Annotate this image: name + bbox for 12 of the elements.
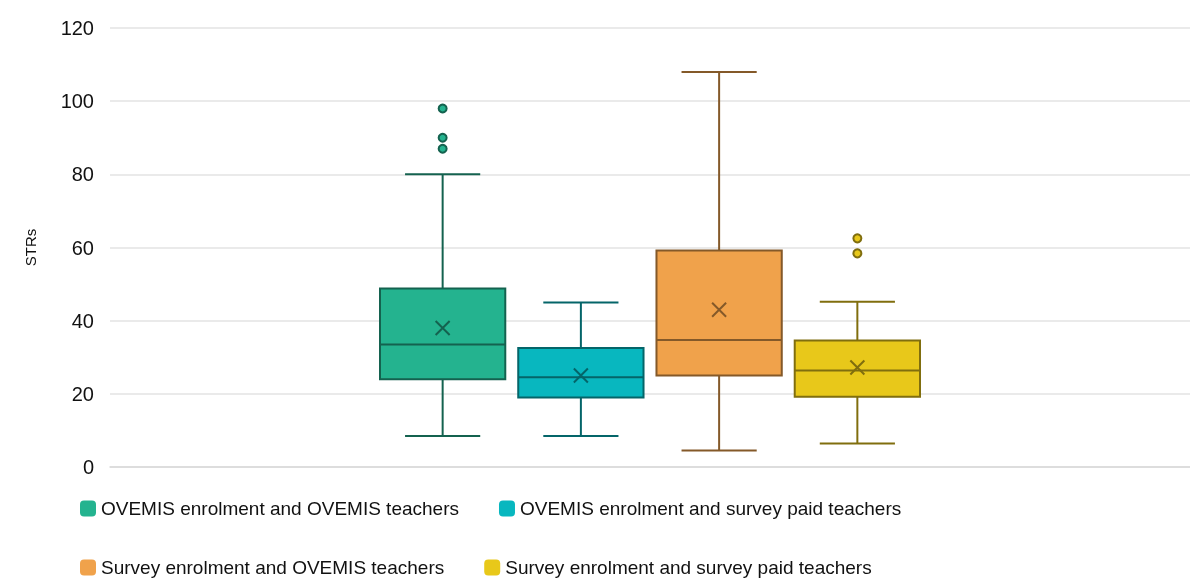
y-tick-label: 20 xyxy=(71,382,94,405)
y-tick-label: 0 xyxy=(82,456,94,478)
y-tick-label: 60 xyxy=(71,236,94,259)
legend-label: OVEMIS enrolment and OVEMIS teachers xyxy=(101,498,459,519)
legend-label: Survey enrolment and OVEMIS teachers xyxy=(101,557,445,578)
legend-label: OVEMIS enrolment and survey paid teachers xyxy=(519,498,902,519)
y-tick-label: 120 xyxy=(60,17,94,39)
y-tick-label: 40 xyxy=(71,309,94,332)
legend-label: Survey enrolment and survey paid teachers xyxy=(505,557,872,578)
y-tick-label: 100 xyxy=(60,90,94,113)
y-axis-title: STRs xyxy=(22,228,39,267)
y-tick-label: 80 xyxy=(71,163,94,186)
